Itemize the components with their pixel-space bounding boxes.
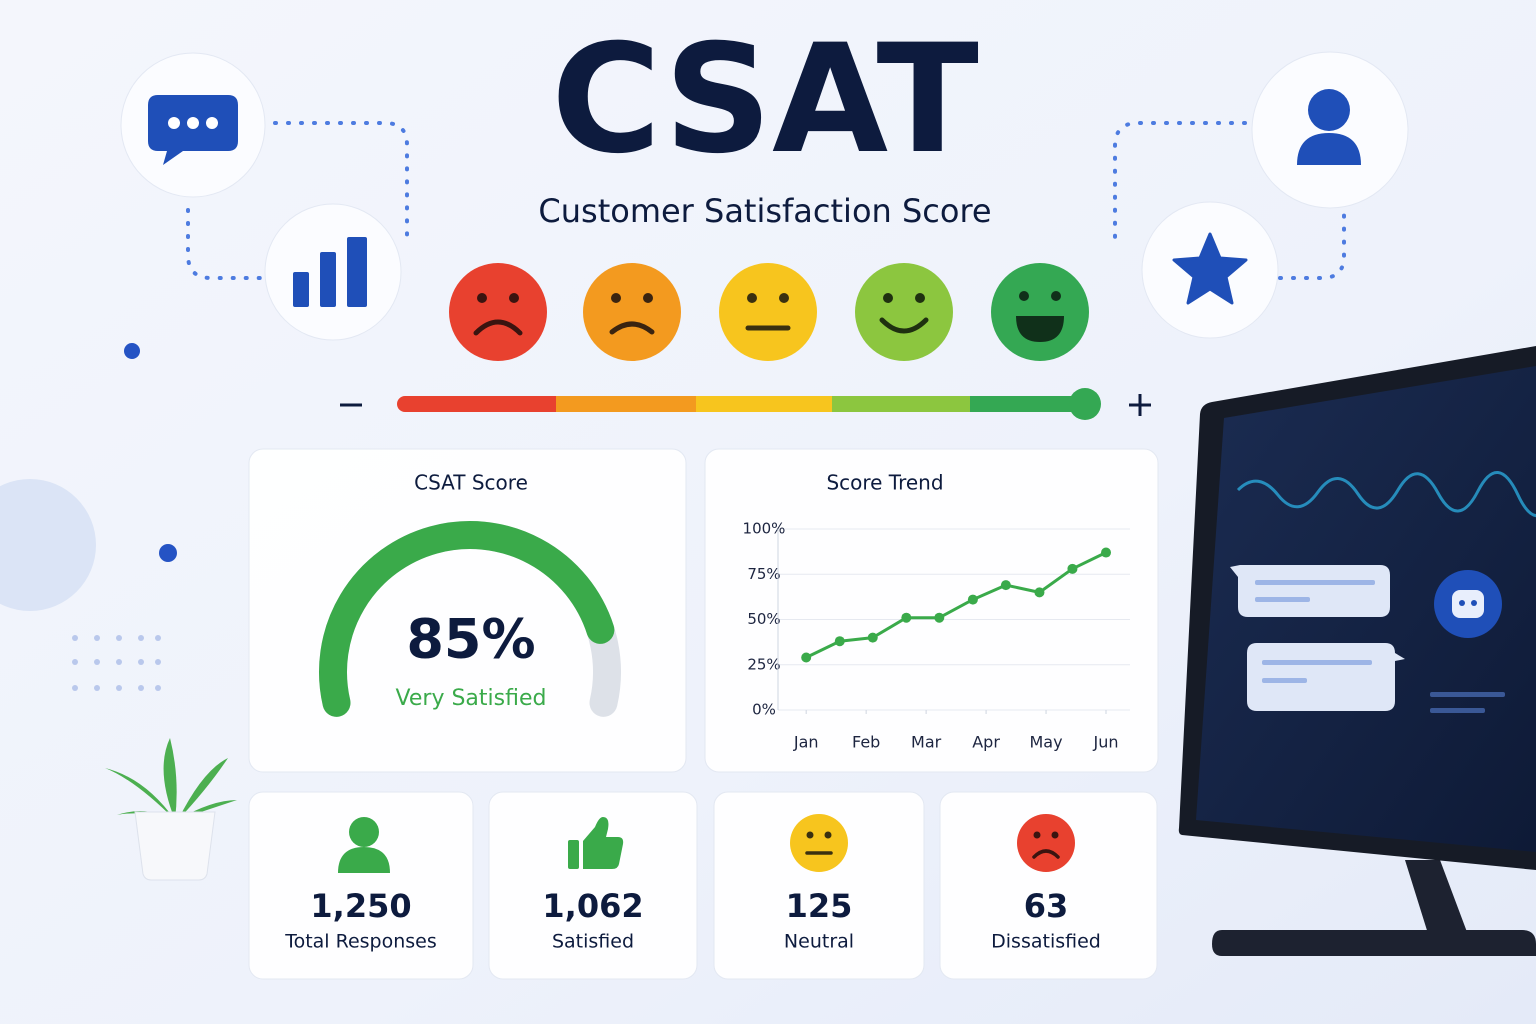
gauge-status: Very Satisfied <box>396 686 547 711</box>
stat-card <box>488 791 698 980</box>
plus-sign <box>1129 394 1151 416</box>
bars-icon <box>264 203 402 341</box>
trend-point <box>1000 580 1011 591</box>
y-tick-label: 50% <box>747 610 780 628</box>
stat-card <box>248 791 474 980</box>
thumbs-up-icon <box>568 817 624 869</box>
trend-card <box>704 448 1159 773</box>
neutral-icon <box>790 814 848 872</box>
x-tick-label: Jun <box>1093 733 1119 752</box>
trend-point <box>801 652 812 663</box>
x-tick-label: May <box>1030 733 1063 752</box>
trend-point <box>967 594 978 605</box>
gauge-title: CSAT Score <box>414 471 528 495</box>
x-tick-label: Jan <box>793 733 819 752</box>
decor-dot <box>124 343 140 359</box>
stat-label: Total Responses <box>284 931 437 953</box>
unhappy-icon <box>1017 814 1075 872</box>
user-icon <box>1251 51 1409 209</box>
satisfaction-slider <box>397 388 1101 420</box>
gauge-arc <box>319 521 615 717</box>
trend-point <box>867 632 878 643</box>
stat-label: Neutral <box>784 931 854 953</box>
connector <box>186 121 1346 280</box>
stat-value: 1,062 <box>542 887 643 925</box>
monitor <box>1178 346 1536 956</box>
face-very-happy <box>991 263 1089 361</box>
trend-point <box>1034 587 1045 598</box>
x-tick-label: Mar <box>911 733 942 752</box>
face-very-unhappy <box>449 263 547 361</box>
x-tick-label: Apr <box>972 733 1000 752</box>
stat-label: Satisfied <box>552 931 634 953</box>
decor-dots <box>72 635 161 691</box>
trend-point <box>934 612 945 623</box>
stat-value: 63 <box>1024 887 1069 925</box>
title: CSAT <box>551 13 979 187</box>
stat-value: 1,250 <box>310 887 411 925</box>
face-happy <box>855 263 953 361</box>
y-tick-label: 25% <box>747 655 780 673</box>
users-icon <box>338 817 390 873</box>
y-tick-label: 100% <box>743 520 786 538</box>
trend-point <box>901 612 912 623</box>
trend-point <box>1067 563 1078 574</box>
stat-label: Dissatisfied <box>991 931 1101 953</box>
star-icon <box>1141 201 1279 339</box>
chat-icon <box>120 52 266 198</box>
subtitle: Customer Satisfaction Score <box>538 192 991 230</box>
stat-value: 125 <box>786 887 853 925</box>
stat-card <box>713 791 925 980</box>
gauge-value: 85% <box>406 608 535 671</box>
gauge-card <box>248 448 687 773</box>
decor-blob <box>0 479 96 611</box>
trend-line <box>805 551 1107 659</box>
stat-card <box>939 791 1158 980</box>
plant <box>105 738 237 881</box>
decor-dot <box>159 544 177 562</box>
trend-point <box>1101 547 1112 558</box>
trend-point <box>834 636 845 647</box>
y-tick-label: 75% <box>747 565 780 583</box>
trend-title: Score Trend <box>826 471 943 495</box>
y-tick-label: 0% <box>752 701 776 719</box>
x-tick-label: Feb <box>852 733 880 752</box>
face-unhappy <box>583 263 681 361</box>
face-neutral <box>719 263 817 361</box>
